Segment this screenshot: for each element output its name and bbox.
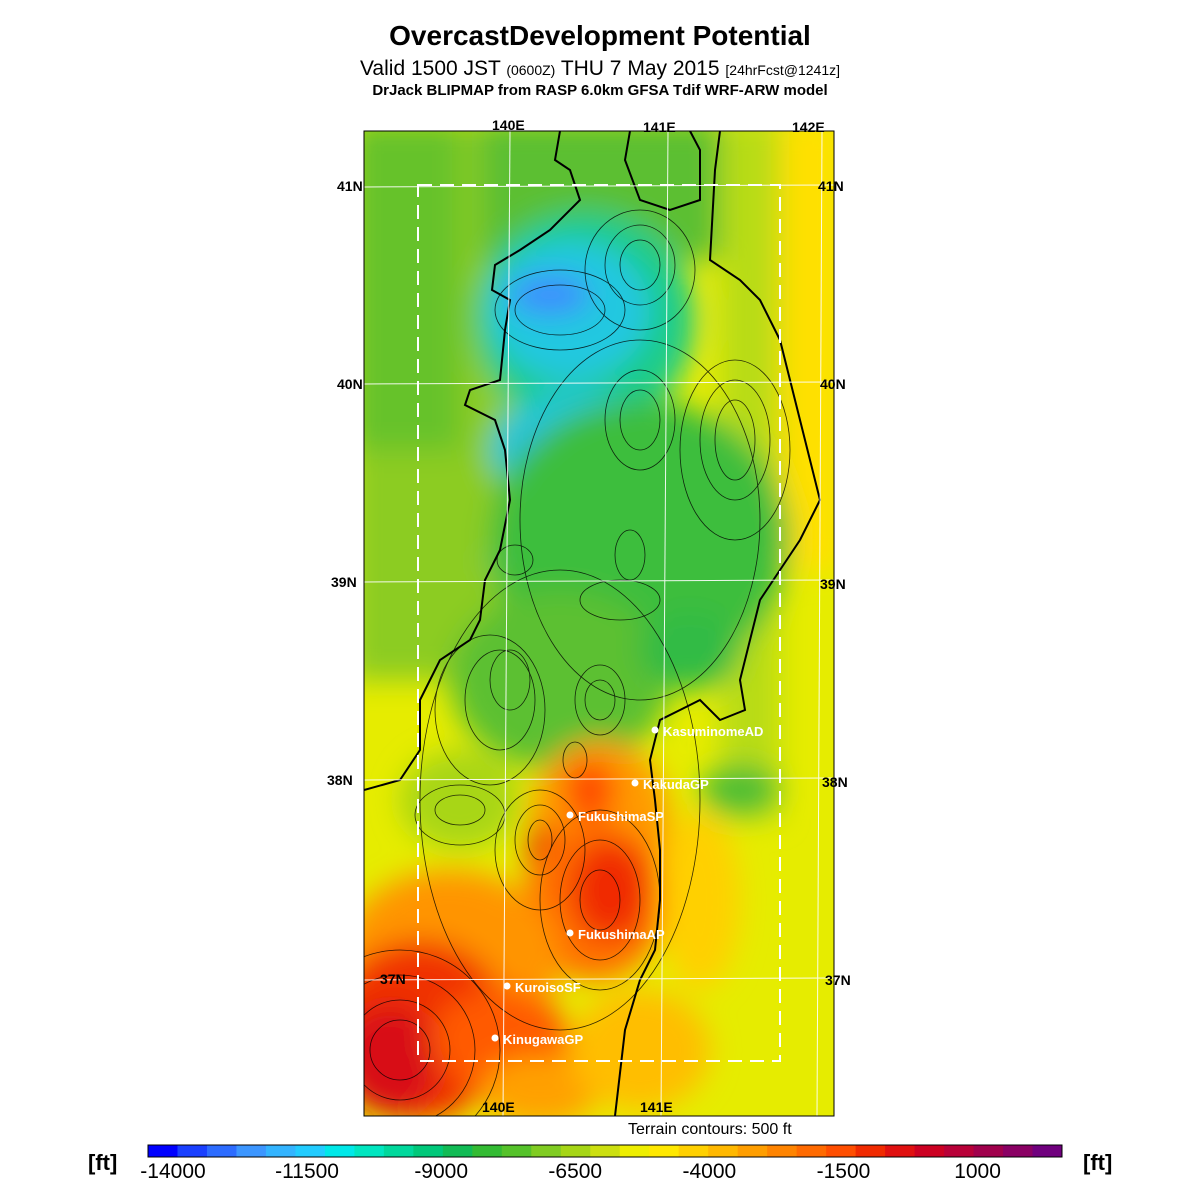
- valid-time-subtitle: Valid 1500 JST (0600Z) THU 7 May 2015 [2…: [0, 57, 1200, 81]
- station-marker: [491, 1034, 499, 1042]
- terrain-contour-note: Terrain contours: 500 ft: [628, 1121, 792, 1138]
- colorbar-swatch: [560, 1145, 591, 1157]
- station-marker: [503, 982, 511, 990]
- colorbar-tick-label: 1000: [954, 1160, 1001, 1183]
- colorbar-unit-right: [ft]: [1083, 1150, 1113, 1175]
- station-kasuminomead[interactable]: KasuminomeAD: [651, 724, 764, 739]
- forecast-info: [24hrFcst@1241z]: [725, 62, 840, 78]
- colorbar-swatch: [708, 1145, 739, 1157]
- map-frame: [363, 130, 835, 1117]
- station-marker: [566, 929, 574, 937]
- station-label: KuroisoSF: [515, 980, 581, 995]
- lat-label-41n-left: 41N: [337, 178, 363, 194]
- colorbar-swatch: [944, 1145, 975, 1157]
- lon-label-140e-top: 140E: [492, 117, 525, 133]
- colorbar-swatch: [148, 1145, 178, 1157]
- station-label: KasuminomeAD: [663, 724, 763, 739]
- colorbar-swatch: [855, 1145, 886, 1157]
- colorbar-tick-label: -6500: [548, 1160, 602, 1183]
- colorbar-swatch: [826, 1145, 857, 1157]
- station-label: FukushimaSP: [578, 809, 664, 824]
- colorbar-tick-label: -4000: [683, 1160, 737, 1183]
- lat-label-38n-right: 38N: [822, 774, 848, 790]
- colorbar-swatch: [383, 1145, 414, 1157]
- colorbar-tick-label: -1500: [817, 1160, 871, 1183]
- colorbar-swatch: [472, 1145, 503, 1157]
- colorbar-border: [147, 1144, 1063, 1158]
- map-title: OvercastDevelopment Potential: [389, 20, 811, 51]
- terrain-contours: [364, 209, 791, 1116]
- station-label: KinugawaGP: [503, 1032, 584, 1047]
- station-fukushimasp[interactable]: FukushimaSP: [566, 809, 665, 824]
- colorbar-swatch: [1003, 1145, 1034, 1157]
- colorbar-swatch: [1032, 1145, 1063, 1157]
- lat-label-37n-left: 37N: [380, 971, 406, 987]
- station-kakudagp[interactable]: KakudaGP: [631, 777, 710, 792]
- colorbar-swatch: [354, 1145, 385, 1157]
- shaded-field: [364, 131, 834, 1116]
- colorbar-swatch: [914, 1145, 945, 1157]
- station-marker: [566, 811, 574, 819]
- colorbar-tick-label: -9000: [414, 1160, 468, 1183]
- valid-time: Valid 1500 JST: [359, 57, 501, 80]
- colorbar-swatch: [619, 1145, 650, 1157]
- model-subtitle: DrJack BLIPMAP from RASP 6.0km GFSA Tdif…: [372, 82, 828, 99]
- colorbar-tick-label: -11500: [275, 1160, 339, 1183]
- lat-label-37n-right: 37N: [825, 972, 851, 988]
- utc-time: (0600Z): [506, 62, 556, 78]
- colorbar-swatch: [324, 1145, 355, 1157]
- colorbar-tick-label: -14000: [140, 1160, 205, 1183]
- colorbar: [147, 1144, 1063, 1158]
- colorbar-swatch: [265, 1145, 296, 1157]
- station-kinugawagp[interactable]: KinugawaGP: [491, 1032, 584, 1047]
- colorbar-swatch: [590, 1145, 621, 1157]
- lat-label-39n-right: 39N: [820, 576, 846, 592]
- colorbar-swatch: [236, 1145, 267, 1157]
- colorbar-swatch: [649, 1145, 680, 1157]
- valid-date: THU 7 May 2015: [560, 57, 720, 80]
- lon-label-141e-bottom: 141E: [640, 1099, 673, 1115]
- colorbar-swatch: [885, 1145, 916, 1157]
- lon-label-140e-bottom: 140E: [482, 1099, 515, 1115]
- colorbar-swatch: [295, 1145, 326, 1157]
- colorbar-swatch: [501, 1145, 532, 1157]
- colorbar-swatch: [442, 1145, 473, 1157]
- colorbar-swatch: [678, 1145, 709, 1157]
- lat-label-39n-left: 39N: [331, 574, 357, 590]
- coastline-west: [364, 131, 582, 791]
- colorbar-swatch: [531, 1145, 562, 1157]
- station-label: KakudaGP: [643, 777, 709, 792]
- colorbar-swatch: [973, 1145, 1004, 1157]
- station-marker: [631, 779, 639, 787]
- lat-label-41n-right: 41N: [818, 178, 844, 194]
- colorbar-swatch: [767, 1145, 798, 1157]
- colorbar-swatch: [206, 1145, 237, 1157]
- lon-label-141e-top: 141E: [643, 119, 676, 135]
- colorbar-swatch: [413, 1145, 444, 1157]
- coastline-east: [614, 131, 822, 1116]
- station-marker: [651, 726, 659, 734]
- colorbar-unit-left: [ft]: [88, 1150, 118, 1175]
- lat-label-38n-left: 38N: [327, 772, 353, 788]
- lat-label-40n-right: 40N: [820, 376, 846, 392]
- station-label: FukushimaAP: [578, 927, 665, 942]
- lat-label-40n-left: 40N: [337, 376, 363, 392]
- colorbar-swatch: [796, 1145, 827, 1157]
- colorbar-swatch: [737, 1145, 768, 1157]
- lon-label-142e-top: 142E: [792, 119, 825, 135]
- station-fukushimaap[interactable]: FukushimaAP: [566, 927, 666, 942]
- colorbar-swatch: [177, 1145, 208, 1157]
- station-kuroisosf[interactable]: KuroisoSF: [503, 980, 581, 995]
- colorbar-ticks: -14000 -11500 -9000 -6500 -4000 -1500 1000: [140, 1160, 1001, 1183]
- inner-domain-box: [417, 184, 781, 1062]
